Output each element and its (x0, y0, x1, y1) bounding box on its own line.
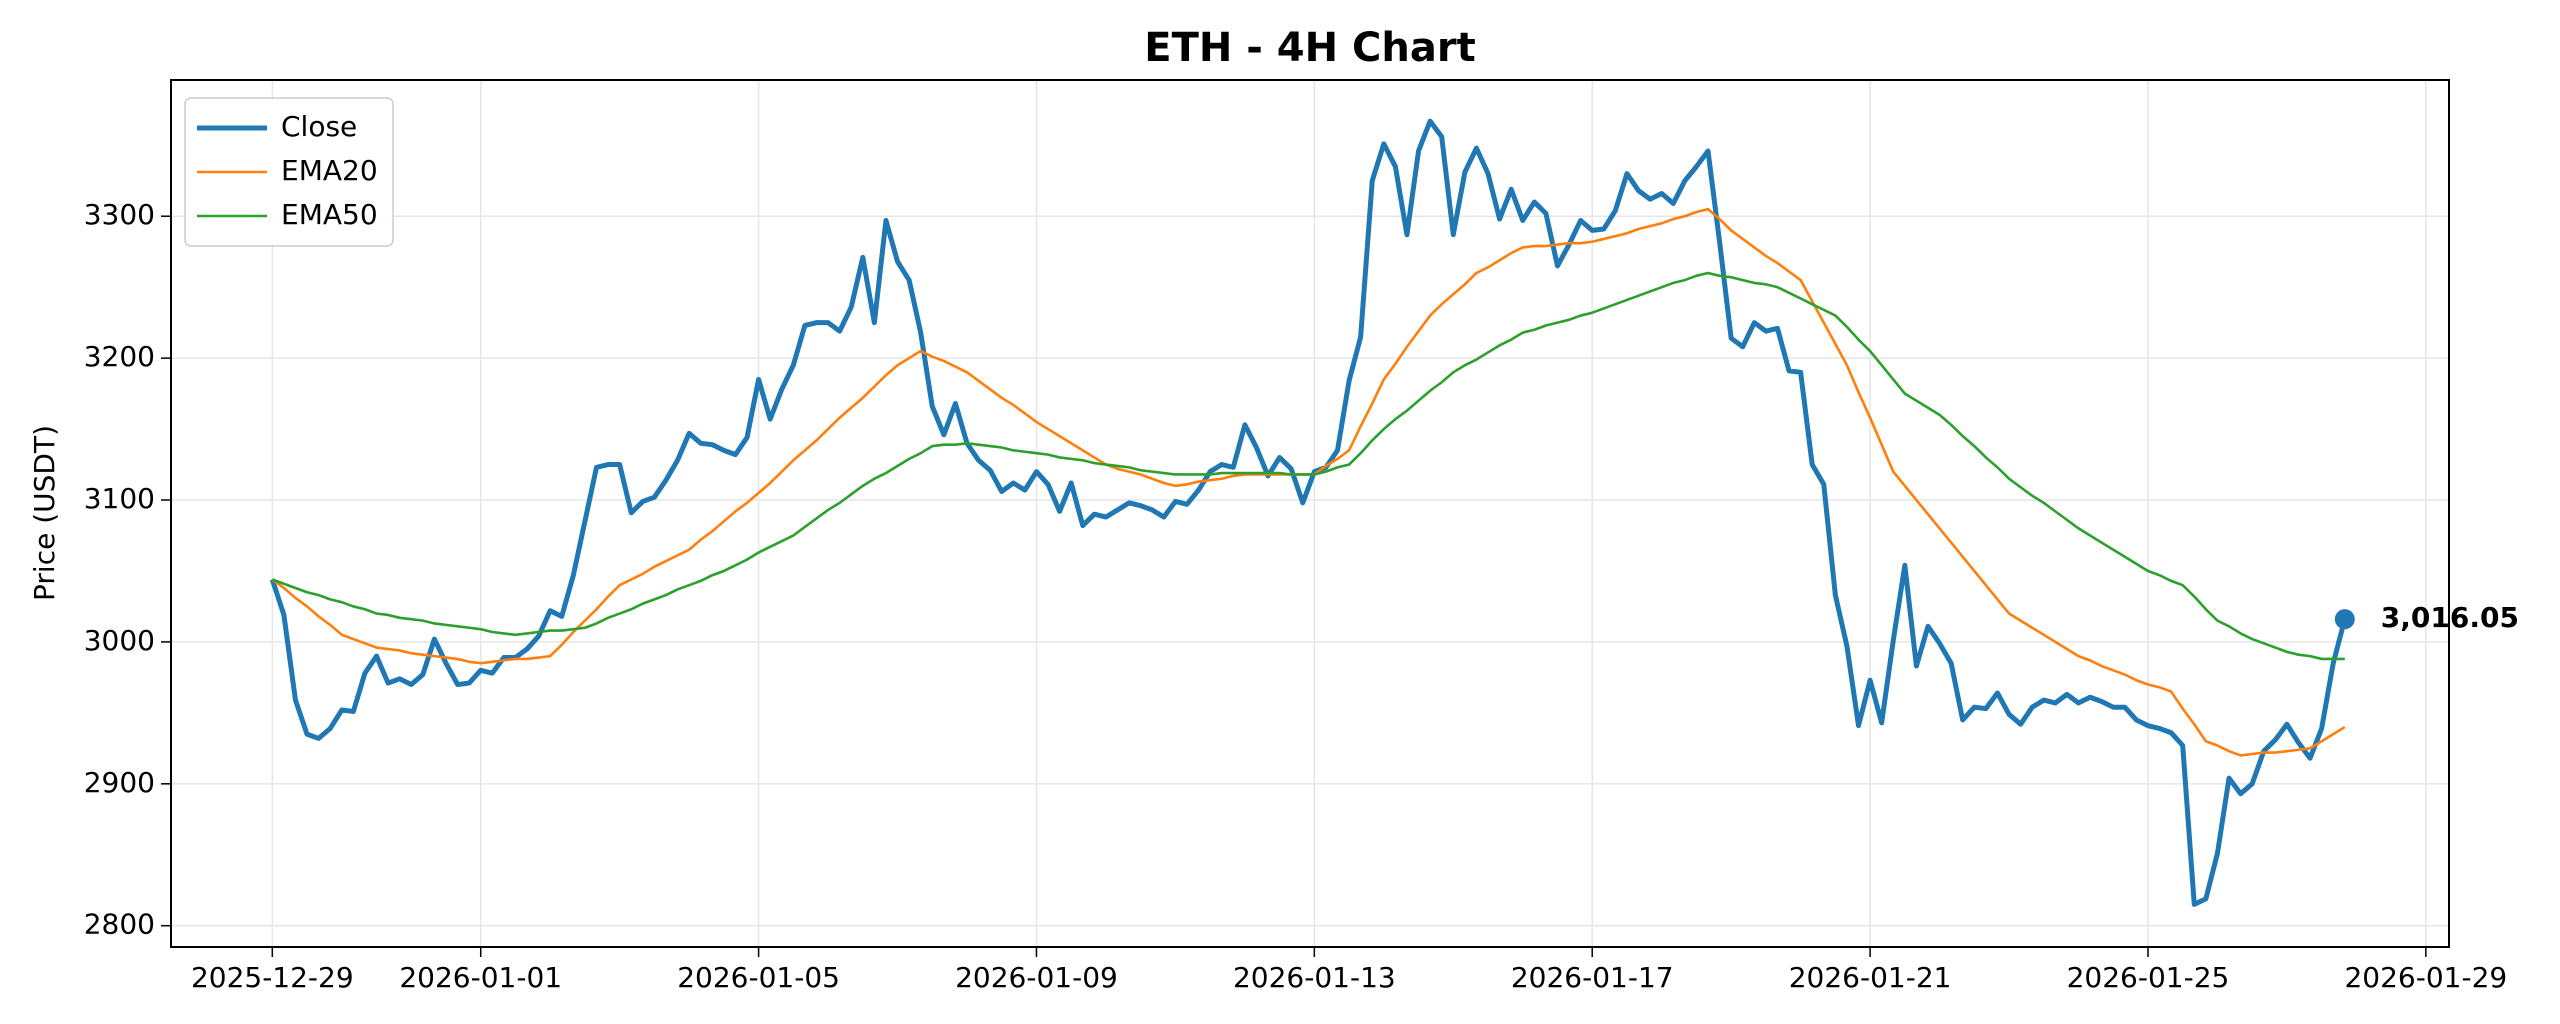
ticks: 2800 2900 3000 3100 3200 3300 2025-12-29 2026-0… (84, 198, 2507, 994)
legend-label: Close (281, 110, 357, 143)
y-tick-label: 2800 (84, 908, 155, 941)
x-tick-label: 2026-01-13 (1233, 961, 1396, 994)
x-tick-label: 2026-01-29 (2344, 961, 2507, 994)
x-tick-label: 2026-01-21 (1789, 961, 1952, 994)
x-tick-label: 2026-01-05 (677, 961, 840, 994)
x-tick-label: 2026-01-25 (2067, 961, 2230, 994)
axes-frame (170, 79, 2450, 948)
y-tick-label: 2900 (84, 766, 155, 799)
y-tick-label: 3200 (84, 340, 155, 373)
price-line (271, 271, 2345, 661)
legend-label: EMA20 (281, 154, 378, 187)
x-tick-label: 2026-01-09 (955, 961, 1118, 994)
x-tick-label: 2026-01-17 (1511, 961, 1674, 994)
y-axis-label: Price (USDT) (28, 425, 61, 601)
x-tick-label: 2025-12-29 (191, 961, 354, 994)
y-tick-label: 3000 (84, 624, 155, 657)
y-tick-label: 3100 (84, 482, 155, 515)
price-line (269, 118, 2348, 907)
grid (171, 80, 2449, 947)
legend-label: EMA50 (281, 198, 378, 231)
x-tick-label: 2026-01-01 (399, 961, 562, 994)
legend-box (184, 97, 394, 247)
chart-title: ETH - 4H Chart (1144, 25, 1475, 71)
last-point (2334, 609, 2355, 630)
y-tick-label: 3300 (84, 198, 155, 231)
legend: Close EMA20 EMA50 (184, 97, 394, 247)
